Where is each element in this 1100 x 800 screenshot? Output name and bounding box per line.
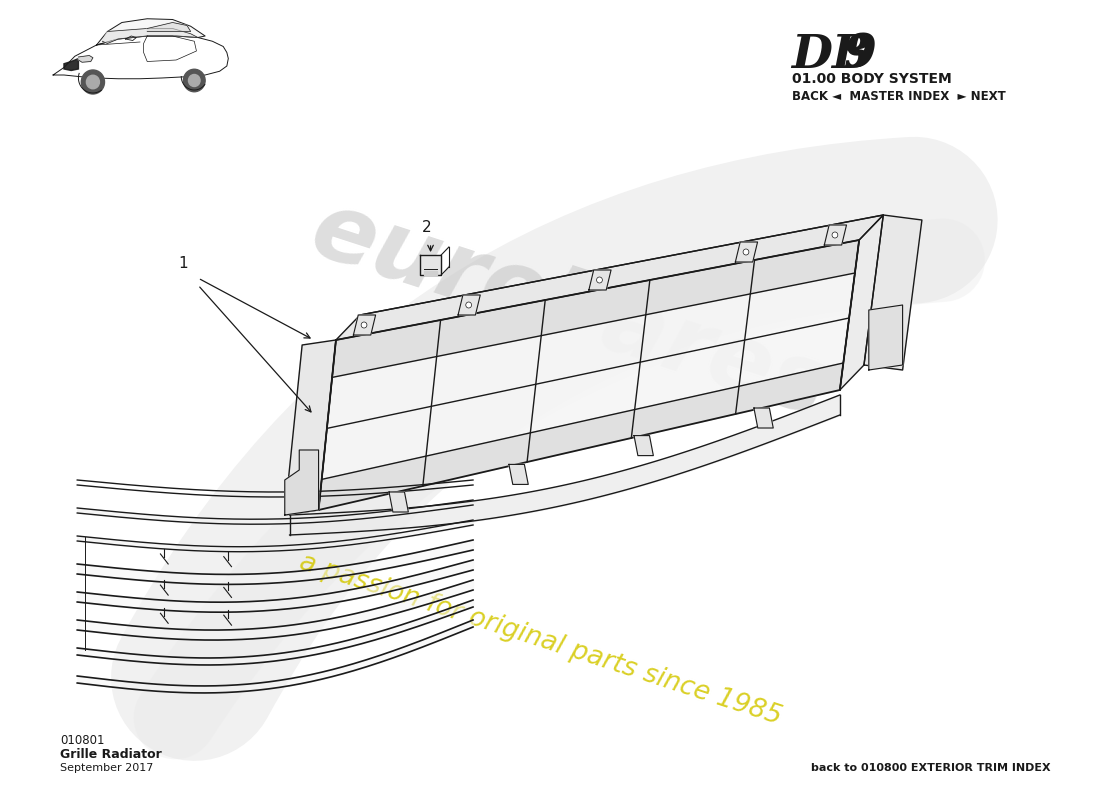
Circle shape: [596, 277, 603, 283]
Text: BACK ◄  MASTER INDEX  ► NEXT: BACK ◄ MASTER INDEX ► NEXT: [792, 90, 1005, 103]
Polygon shape: [839, 215, 883, 390]
Polygon shape: [319, 240, 859, 510]
Polygon shape: [869, 305, 903, 370]
Polygon shape: [824, 225, 847, 245]
Polygon shape: [588, 270, 612, 290]
Circle shape: [87, 75, 99, 89]
Text: 9: 9: [844, 32, 877, 78]
Polygon shape: [634, 435, 653, 456]
Polygon shape: [509, 464, 528, 484]
Polygon shape: [736, 242, 758, 262]
Text: 010801: 010801: [59, 734, 104, 747]
Polygon shape: [78, 55, 92, 62]
Text: Grille Radiator: Grille Radiator: [59, 748, 162, 761]
Text: euroPares: euroPares: [300, 183, 839, 437]
Polygon shape: [353, 315, 375, 335]
Polygon shape: [424, 271, 438, 275]
Text: September 2017: September 2017: [59, 763, 153, 773]
Polygon shape: [64, 58, 78, 70]
Polygon shape: [420, 255, 441, 275]
Circle shape: [188, 74, 200, 86]
Circle shape: [184, 70, 205, 92]
Polygon shape: [458, 295, 481, 315]
Text: 2: 2: [422, 220, 431, 235]
Polygon shape: [102, 29, 198, 43]
Text: a passion for original parts since 1985: a passion for original parts since 1985: [296, 550, 785, 730]
FancyArrowPatch shape: [175, 260, 944, 718]
Circle shape: [361, 322, 367, 328]
Polygon shape: [332, 240, 859, 378]
Text: 1: 1: [178, 256, 188, 271]
Polygon shape: [319, 363, 844, 510]
Polygon shape: [336, 215, 883, 340]
Text: 01.00 BODY SYSTEM: 01.00 BODY SYSTEM: [792, 72, 952, 86]
Polygon shape: [864, 215, 922, 370]
Polygon shape: [285, 340, 336, 515]
Polygon shape: [285, 450, 319, 515]
Polygon shape: [97, 18, 205, 45]
Polygon shape: [389, 492, 408, 512]
Circle shape: [465, 302, 472, 308]
Circle shape: [744, 249, 749, 255]
Polygon shape: [147, 22, 190, 31]
Circle shape: [832, 232, 838, 238]
Text: DB: DB: [792, 32, 872, 78]
FancyArrowPatch shape: [195, 220, 914, 678]
Text: back to 010800 EXTERIOR TRIM INDEX: back to 010800 EXTERIOR TRIM INDEX: [811, 763, 1050, 773]
Circle shape: [81, 70, 104, 94]
Polygon shape: [754, 408, 773, 428]
